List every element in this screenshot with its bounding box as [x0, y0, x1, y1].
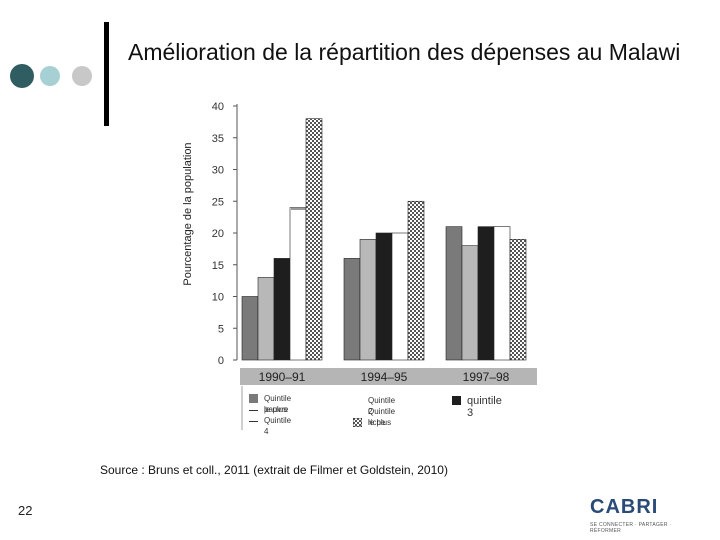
y-tick-label: 30 — [212, 165, 224, 177]
y-tick-label: 40 — [212, 101, 224, 113]
y-tick-label: 15 — [212, 260, 224, 272]
y-tick-label: 25 — [212, 196, 224, 208]
legend-label-poorest: Quintile le plus — [264, 394, 292, 414]
legend-dash — [249, 410, 258, 411]
bar — [241, 296, 259, 361]
slide-title: Amélioration de la répartition des dépen… — [128, 39, 681, 65]
bar — [305, 118, 323, 361]
y-tick-label: 10 — [212, 292, 224, 304]
bar — [391, 232, 409, 361]
y-tick-label: 35 — [212, 133, 224, 145]
legend-item-q3: quintile 3 — [452, 395, 502, 419]
bar — [359, 239, 377, 361]
x-tick-label: 1990–91 — [259, 370, 306, 384]
x-tick-label: 1997–98 — [463, 370, 510, 384]
bar — [407, 200, 425, 361]
legend-item-richest-cont: riche — [353, 417, 385, 428]
bar — [477, 226, 495, 361]
legend-item-richest: Quintile le plus — [353, 406, 395, 428]
legend-label-q3: quintile 3 — [467, 395, 502, 419]
legend-swatch-q3 — [452, 396, 461, 405]
legend-label-q2: Quintile 2 — [368, 396, 396, 416]
bar — [257, 277, 275, 361]
legend-item-q2: Quintile 2 — [353, 395, 395, 417]
legend-swatch-poorest — [249, 394, 258, 403]
bar — [273, 258, 291, 361]
decor-dot-grey — [72, 66, 92, 86]
legend-label-richest: Quintile le plus — [368, 407, 396, 427]
y-tick-label: 20 — [212, 228, 224, 240]
bar — [461, 245, 479, 361]
category-band — [240, 368, 537, 385]
bar — [375, 232, 393, 361]
legend-item-q4: Quintile 4 — [249, 415, 291, 437]
legend-swatch-richest — [353, 418, 362, 427]
bar — [493, 226, 511, 361]
legend-dash — [249, 421, 258, 422]
legend-label-richest-cont: riche — [368, 418, 386, 427]
decor-dot-dark — [10, 64, 34, 88]
legend-swatch-q2 — [353, 396, 362, 405]
logo-tagline: SE CONNECTER · PARTAGER · RÉFORMER — [590, 522, 672, 534]
legend-label-poor-cont: pauvre — [264, 405, 289, 414]
title-divider — [104, 22, 109, 126]
legend-swatch-blank — [353, 407, 362, 416]
bar — [509, 239, 527, 361]
cabri-logo: CABRI SE CONNECTER · PARTAGER · RÉFORMER — [590, 496, 690, 534]
decor-dot-teal — [40, 66, 60, 86]
bar — [289, 207, 307, 361]
source-note: Source : Bruns et coll., 2011 (extrait d… — [100, 463, 448, 477]
page-number: 22 — [18, 503, 33, 518]
legend-item-poor-cont: pauvre — [249, 404, 288, 415]
y-tick-label: 5 — [218, 323, 224, 335]
bar — [445, 226, 463, 361]
bar — [343, 258, 361, 361]
logo-word: CABRI — [590, 496, 659, 518]
legend-label-q4: Quintile 4 — [264, 416, 292, 436]
y-tick-label: 0 — [218, 355, 224, 367]
legend-item-poorest: Quintile le plus — [249, 393, 291, 415]
x-tick-label: 1994–95 — [361, 370, 408, 384]
